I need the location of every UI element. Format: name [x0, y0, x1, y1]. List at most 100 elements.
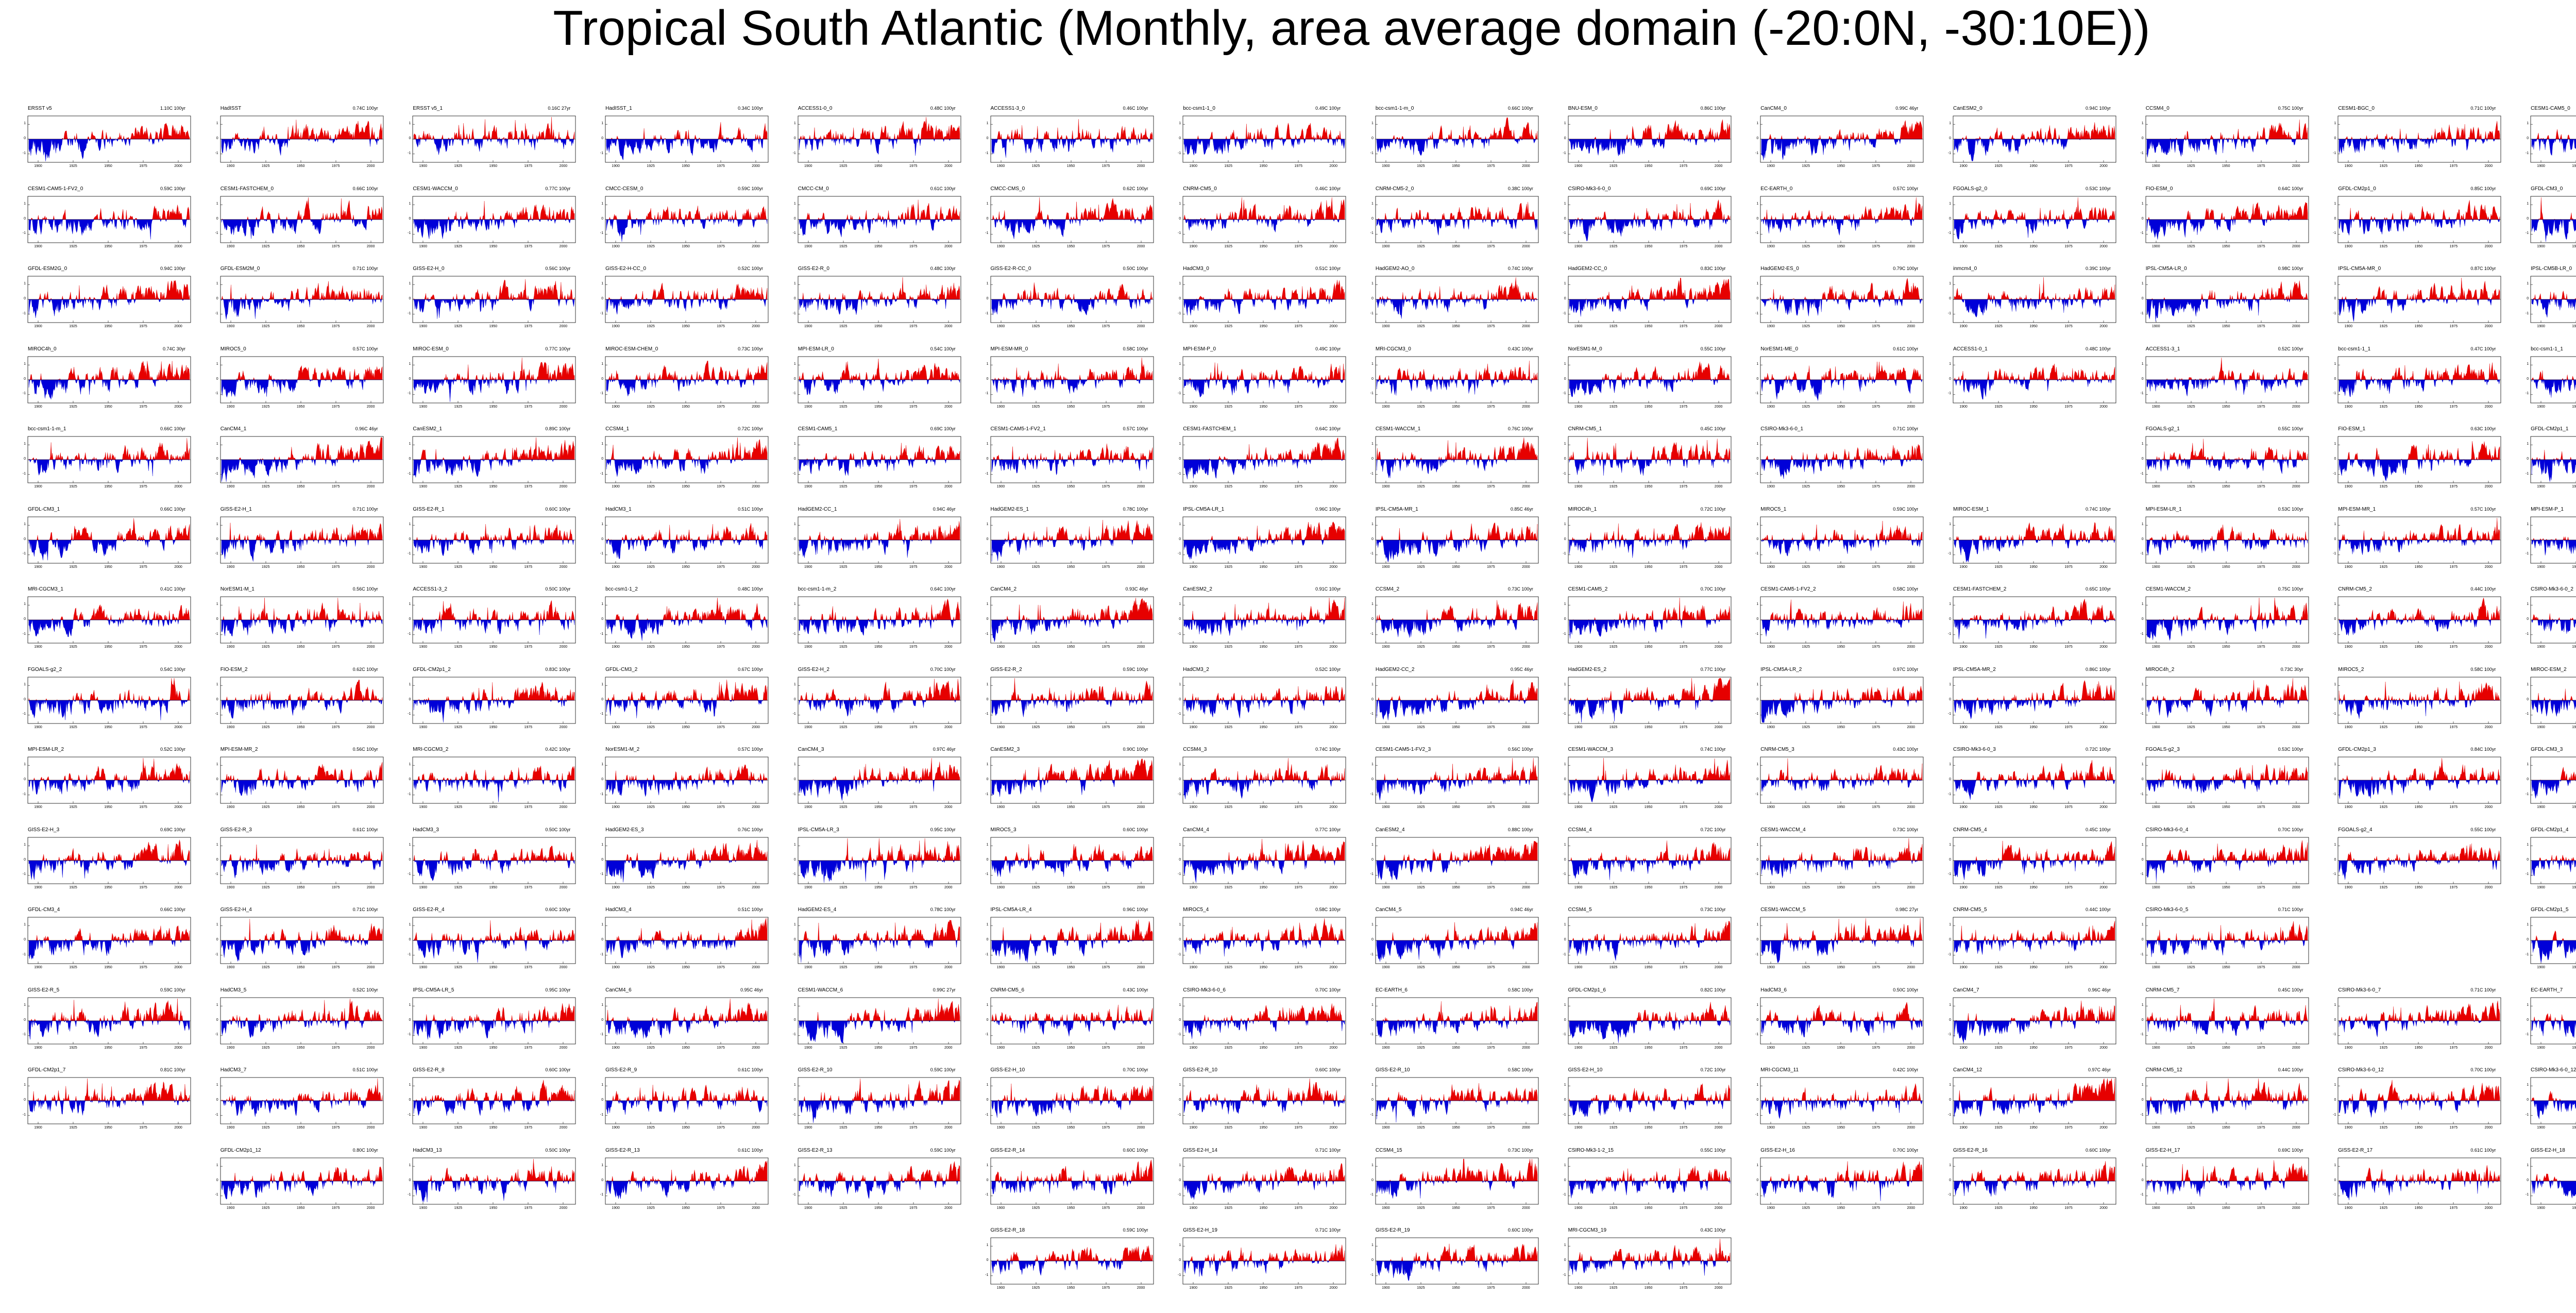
x-tick-label: 1975: [1487, 1206, 1495, 1210]
negative-anomaly-area: [2146, 539, 2308, 556]
x-tick-label: 1975: [1679, 885, 1688, 889]
x-tick-label: 1900: [612, 1126, 620, 1130]
x-tick-label: 1925: [647, 645, 655, 649]
x-tick-label: 1950: [2029, 1206, 2038, 1210]
x-tick-label: 1950: [1837, 1126, 1845, 1130]
chart-panel: CESM1-CAM5_1 0.69C 100yr 1 0 -1 1900 1925 1950 1…: [781, 421, 966, 498]
x-tick-label: 1950: [2414, 725, 2423, 729]
panel-title: GISS-E2-R_13: [605, 1147, 640, 1153]
y-tick-label: 1: [409, 442, 411, 446]
panel-trend: 0.71C 100yr: [2470, 106, 2496, 111]
y-tick-label: 0: [1179, 537, 1181, 541]
negative-anomaly-area: [1569, 1260, 1730, 1276]
positive-anomaly-area: [1376, 1243, 1538, 1261]
y-tick-label: -1: [2140, 392, 2144, 396]
x-tick-label: 1975: [524, 164, 533, 168]
x-tick-label: 1925: [1031, 1206, 1040, 1210]
y-tick-label: 0: [1756, 857, 1759, 862]
negative-anomaly-area: [28, 379, 190, 399]
x-tick-label: 2000: [1137, 164, 1145, 168]
y-tick-label: 1: [1564, 843, 1566, 847]
x-tick-label: 1900: [1382, 1126, 1390, 1130]
x-tick-label: 2000: [1907, 405, 1916, 409]
y-tick-label: 0: [2141, 216, 2144, 221]
x-tick-label: 2000: [366, 485, 375, 489]
x-tick-label: 1925: [454, 485, 463, 489]
positive-anomaly-area: [2532, 1173, 2576, 1181]
x-tick-label: 1975: [2257, 1046, 2265, 1050]
negative-anomaly-area: [991, 459, 1153, 475]
panel-plot: [1182, 115, 1346, 163]
chart-panel: GISS-E2-H_19 0.71C 100yr 1 0 -1 1900 1925 1950 1…: [1165, 1222, 1351, 1300]
chart-panel: MPI-ESM-P_10.50C 100yr10-119001925195019…: [2513, 501, 2576, 579]
panel-title: GISS-E2-R_10: [1375, 1067, 1410, 1073]
y-tick-label: 0: [24, 1098, 26, 1102]
x-tick-label: 1975: [1294, 405, 1302, 409]
panel-trend: 0.85C 46yr: [1510, 506, 1533, 512]
y-tick-label: 0: [986, 137, 989, 140]
x-tick-label: 1975: [717, 1046, 725, 1050]
x-tick-label: 1950: [1259, 885, 1267, 889]
panel-title: CanCM4_1: [220, 426, 247, 432]
x-tick-label: 1950: [296, 565, 305, 569]
x-tick-label: 1950: [1452, 725, 1460, 729]
y-tick-label: 0: [2141, 778, 2144, 781]
x-tick-label: 1950: [1644, 164, 1653, 168]
positive-anomaly-area: [414, 1003, 575, 1021]
panel-title: CNRM-CM5_0: [1183, 186, 1217, 192]
panel-title: BNU-ESM_0: [1568, 106, 1598, 111]
x-tick-label: 1950: [489, 325, 498, 328]
positive-anomaly-area: [1569, 1083, 1730, 1101]
x-tick-label: 1925: [261, 645, 270, 649]
y-tick-label: -1: [408, 472, 411, 476]
negative-anomaly-area: [1954, 619, 2115, 639]
negative-anomaly-area: [2146, 379, 2308, 396]
y-tick-label: -1: [2333, 632, 2336, 636]
x-tick-label: 1925: [261, 325, 270, 328]
x-tick-label: 1950: [104, 966, 112, 969]
negative-anomaly-area: [991, 780, 1153, 797]
panel-trend: 0.49C 100yr: [1315, 346, 1341, 351]
positive-anomaly-area: [29, 758, 190, 781]
x-tick-label: 1950: [1452, 405, 1460, 409]
panel-plot: [798, 596, 961, 644]
y-tick-label: 1: [1564, 923, 1566, 927]
x-tick-label: 1925: [2572, 244, 2576, 248]
x-tick-label: 1975: [2064, 725, 2073, 729]
x-tick-label: 1950: [1644, 244, 1653, 248]
x-tick-label: 1975: [2449, 885, 2458, 889]
x-tick-label: 1925: [1031, 325, 1040, 328]
x-tick-label: 1950: [874, 485, 883, 489]
chart-panel: IPSL-CM5A-LR_5 0.95C 100yr 1 0 -1 1900 1925 195…: [395, 982, 581, 1059]
positive-anomaly-area: [991, 282, 1153, 300]
panel-plot: [2145, 997, 2309, 1044]
x-tick-label: 1900: [2537, 725, 2545, 729]
x-tick-label: 1925: [647, 1206, 655, 1210]
positive-anomaly-area: [606, 1160, 768, 1182]
y-tick-label: 1: [1179, 442, 1181, 446]
panel-trend: 0.57C 100yr: [2470, 506, 2496, 512]
y-tick-label: 0: [793, 617, 796, 621]
positive-anomaly-area: [221, 998, 382, 1021]
x-tick-label: 2000: [1522, 405, 1530, 409]
panel-trend: 0.51C 100yr: [738, 907, 764, 912]
y-tick-label: -1: [792, 231, 796, 235]
panel-title: CSIRO-Mk3-6-0_7: [2338, 987, 2381, 993]
x-tick-label: 1900: [1767, 725, 1775, 729]
y-tick-label: 1: [216, 602, 218, 607]
panel-trend: 0.76C 100yr: [738, 827, 764, 832]
x-tick-label: 1950: [296, 244, 305, 248]
x-tick-label: 1925: [1224, 885, 1232, 889]
x-tick-label: 1975: [524, 966, 533, 969]
positive-anomaly-area: [221, 281, 382, 300]
positive-anomaly-area: [2146, 439, 2308, 460]
panel-title: GFDL-CM3_2: [605, 666, 638, 672]
panel-title: GISS-E2-H_18: [2531, 1147, 2565, 1153]
x-tick-label: 1925: [1224, 164, 1232, 168]
y-tick-label: -1: [792, 1193, 796, 1197]
x-tick-label: 1925: [647, 725, 655, 729]
negative-anomaly-area: [1954, 539, 2115, 562]
negative-anomaly-area: [1569, 379, 1730, 397]
x-tick-label: 1900: [804, 725, 812, 729]
x-tick-label: 2000: [366, 725, 375, 729]
